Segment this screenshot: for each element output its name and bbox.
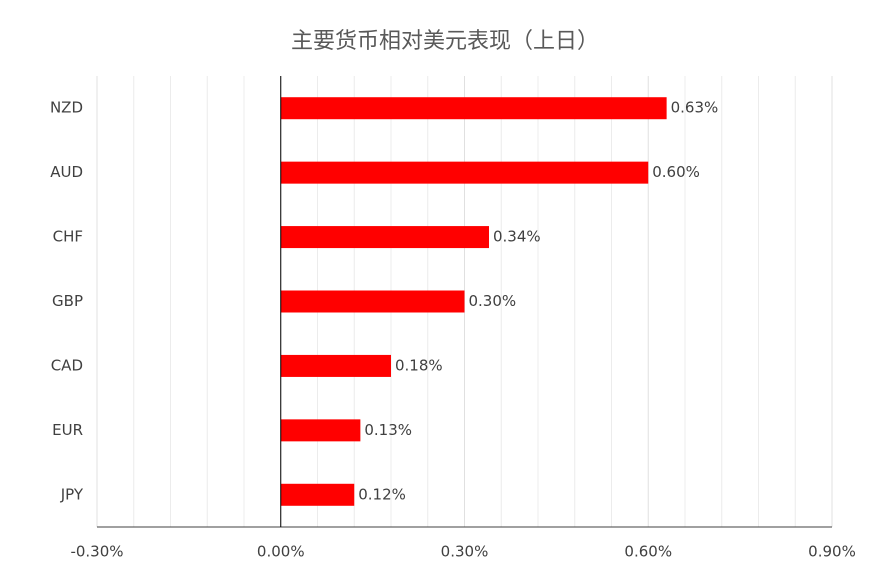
x-tick-label: 0.60% [624, 543, 672, 561]
data-label: 0.34% [493, 228, 541, 246]
data-label: 0.63% [671, 99, 719, 117]
bar [280, 226, 489, 249]
bar [280, 419, 361, 442]
x-tick-label: 0.90% [808, 543, 856, 561]
x-tick-label: -0.30% [70, 543, 123, 561]
y-tick-label: GBP [52, 292, 83, 310]
x-tick-label: 0.30% [441, 543, 489, 561]
data-label: 0.18% [395, 356, 443, 374]
x-tick-label: 0.00% [257, 543, 305, 561]
chart-title: 主要货币相对美元表现（上日） [291, 29, 599, 54]
bar [280, 354, 391, 377]
y-tick-label: NZD [50, 99, 83, 117]
y-tick-label: EUR [52, 421, 83, 439]
data-label: 0.30% [469, 292, 517, 310]
y-tick-label: CAD [51, 356, 83, 374]
bar [280, 290, 465, 313]
data-label: 0.12% [358, 485, 406, 503]
y-tick-label: JPY [60, 485, 84, 503]
data-label: 0.13% [364, 421, 412, 439]
data-label: 0.60% [652, 163, 700, 181]
y-tick-label: CHF [53, 228, 83, 246]
y-tick-label: AUD [50, 163, 83, 181]
bar [280, 161, 649, 184]
bar [280, 483, 355, 506]
bar [280, 97, 667, 120]
